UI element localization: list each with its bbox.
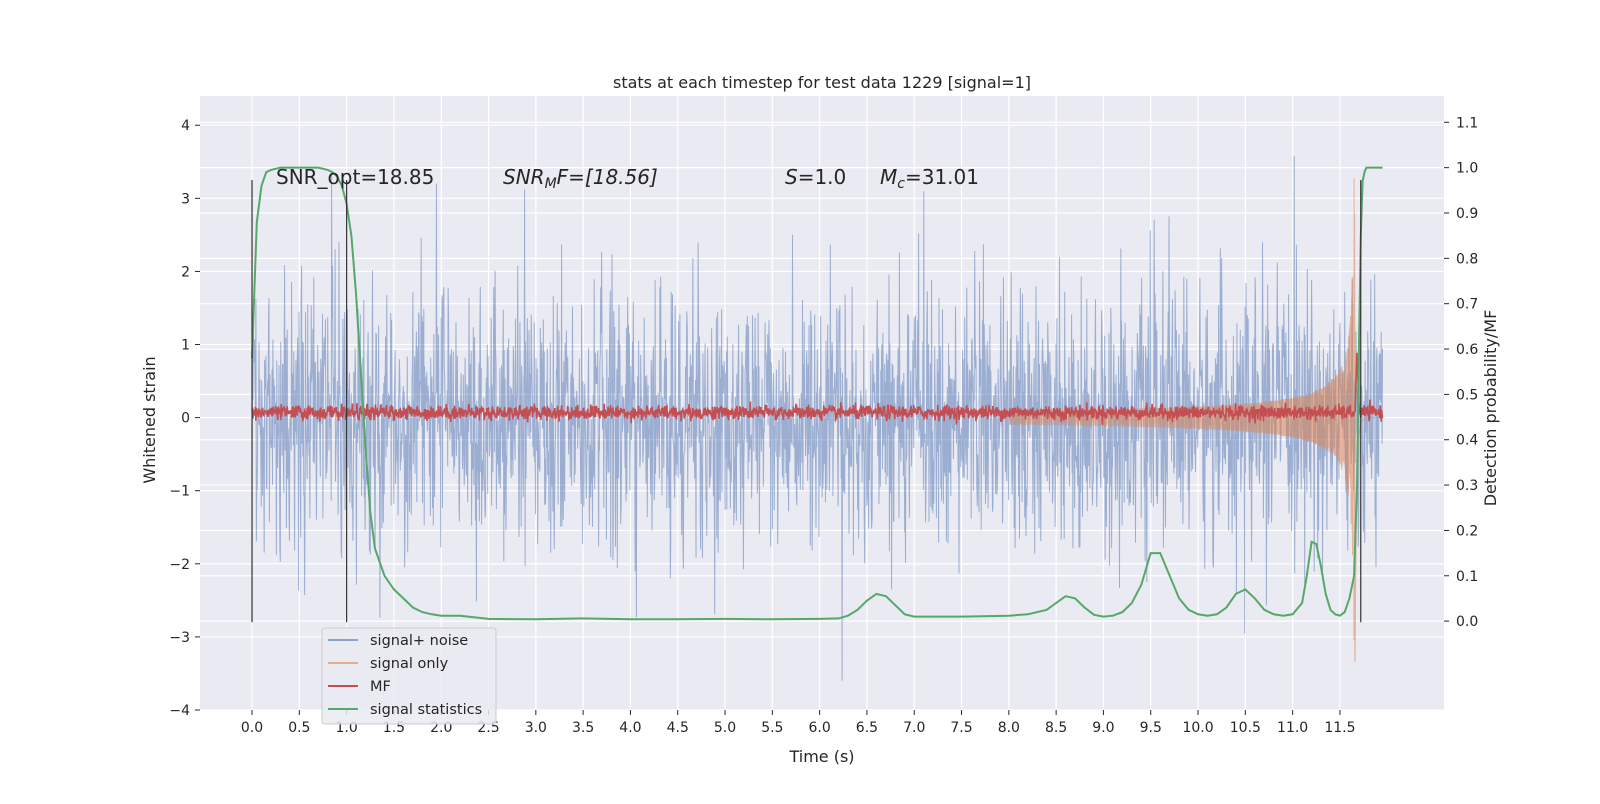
vertical-markers bbox=[251, 180, 1362, 623]
legend-label-mf: MF bbox=[370, 679, 391, 695]
x-tick-label-11: 5.5 bbox=[761, 720, 783, 736]
y-tick-label-0: −4 bbox=[169, 703, 190, 719]
y-tick-label-5: 1 bbox=[181, 338, 190, 354]
y2-tick-label-2: 0.2 bbox=[1456, 523, 1478, 539]
y2-tick-label-4: 0.4 bbox=[1456, 433, 1478, 449]
x-axis-label: Time (s) bbox=[788, 747, 854, 766]
series-signal-statistics bbox=[251, 166, 1383, 621]
legend-item-signal-statistics: signal statistics bbox=[328, 702, 482, 718]
annotation-snr-mf: SNRMF=[18.56] bbox=[503, 165, 658, 192]
y-tick-label-7: 3 bbox=[181, 191, 190, 207]
y2-tick-label-3: 0.3 bbox=[1456, 478, 1478, 494]
y-axis-label: Whitened strain bbox=[140, 356, 159, 483]
legend-item-signal-noise: signal+ noise bbox=[328, 633, 468, 649]
x-tick-label-16: 8.0 bbox=[998, 720, 1020, 736]
y2-tick-label-8: 0.8 bbox=[1456, 251, 1478, 267]
x-tick-label-6: 3.0 bbox=[525, 720, 547, 736]
y-tick-label-3: −1 bbox=[169, 484, 190, 500]
y-tick-label-1: −3 bbox=[169, 630, 190, 646]
x-tick-label-0: 0.0 bbox=[241, 720, 263, 736]
legend-label-signal-only: signal only bbox=[370, 656, 449, 672]
x-tick-label-7: 3.5 bbox=[572, 720, 594, 736]
y-tick-label-6: 2 bbox=[181, 264, 190, 280]
x-tick-label-21: 10.5 bbox=[1230, 720, 1261, 736]
legend-label-signal-statistics: signal statistics bbox=[370, 702, 482, 718]
legend: signal+ noise signal only MF signal stat… bbox=[321, 627, 497, 725]
x-tick-label-8: 4.0 bbox=[619, 720, 641, 736]
y-tick-label-8: 4 bbox=[181, 118, 190, 134]
x-tick-label-10: 5.0 bbox=[714, 720, 736, 736]
chart-title: stats at each timestep for test data 122… bbox=[613, 73, 1031, 92]
y2-tick-label-0: 0.0 bbox=[1456, 614, 1478, 630]
x-tick-label-22: 11.0 bbox=[1277, 720, 1308, 736]
y2-axis-label: Detection probability/MF bbox=[1481, 310, 1500, 507]
series-mf bbox=[251, 352, 1384, 425]
annotation-snr-opt: SNR_opt=18.85 bbox=[276, 165, 434, 189]
y2-tick-label-7: 0.7 bbox=[1456, 297, 1478, 313]
x-tick-label-17: 8.5 bbox=[1045, 720, 1067, 736]
y-tick-label-2: −2 bbox=[169, 557, 190, 573]
x-tick-label-20: 10.0 bbox=[1182, 720, 1213, 736]
legend-box bbox=[321, 627, 497, 725]
series-signal-only bbox=[1008, 178, 1383, 662]
y2-tick-label-6: 0.6 bbox=[1456, 342, 1478, 358]
y-axis-ticks: −4 −3 −2 −1 0 1 2 3 4 bbox=[169, 118, 200, 719]
x-tick-label-14: 7.0 bbox=[903, 720, 925, 736]
y2-tick-label-9: 0.9 bbox=[1456, 206, 1478, 222]
legend-item-signal-only: signal only bbox=[328, 656, 449, 672]
x-tick-label-9: 4.5 bbox=[667, 720, 689, 736]
y2-tick-label-5: 0.5 bbox=[1456, 387, 1478, 403]
y-tick-label-4: 0 bbox=[181, 411, 190, 427]
x-tick-label-23: 11.5 bbox=[1324, 720, 1355, 736]
annotation-mc: Mc=31.01 bbox=[880, 165, 979, 192]
x-tick-label-15: 7.5 bbox=[950, 720, 972, 736]
annotation-s: S=1.0 bbox=[785, 165, 846, 189]
y2-tick-label-1: 0.1 bbox=[1456, 569, 1478, 585]
series-layer bbox=[251, 156, 1384, 681]
y2-tick-label-10: 1.0 bbox=[1456, 161, 1478, 177]
annotations: SNR_opt=18.85 SNRMF=[18.56] S=1.0 Mc=31.… bbox=[276, 165, 979, 192]
x-tick-label-18: 9.0 bbox=[1092, 720, 1114, 736]
legend-item-mf: MF bbox=[328, 679, 391, 695]
x-tick-label-13: 6.5 bbox=[856, 720, 878, 736]
y2-axis-ticks: 0.0 0.1 0.2 0.3 0.4 0.5 0.6 0.7 0.8 0.9 1.0 1.1 bbox=[1444, 115, 1478, 630]
legend-label-signal-noise: signal+ noise bbox=[370, 633, 468, 649]
x-tick-label-19: 9.5 bbox=[1140, 720, 1162, 736]
series-signal-noise bbox=[251, 156, 1383, 681]
x-tick-label-1: 0.5 bbox=[288, 720, 310, 736]
x-tick-label-12: 6.0 bbox=[809, 720, 831, 736]
y2-tick-label-11: 1.1 bbox=[1456, 115, 1478, 131]
